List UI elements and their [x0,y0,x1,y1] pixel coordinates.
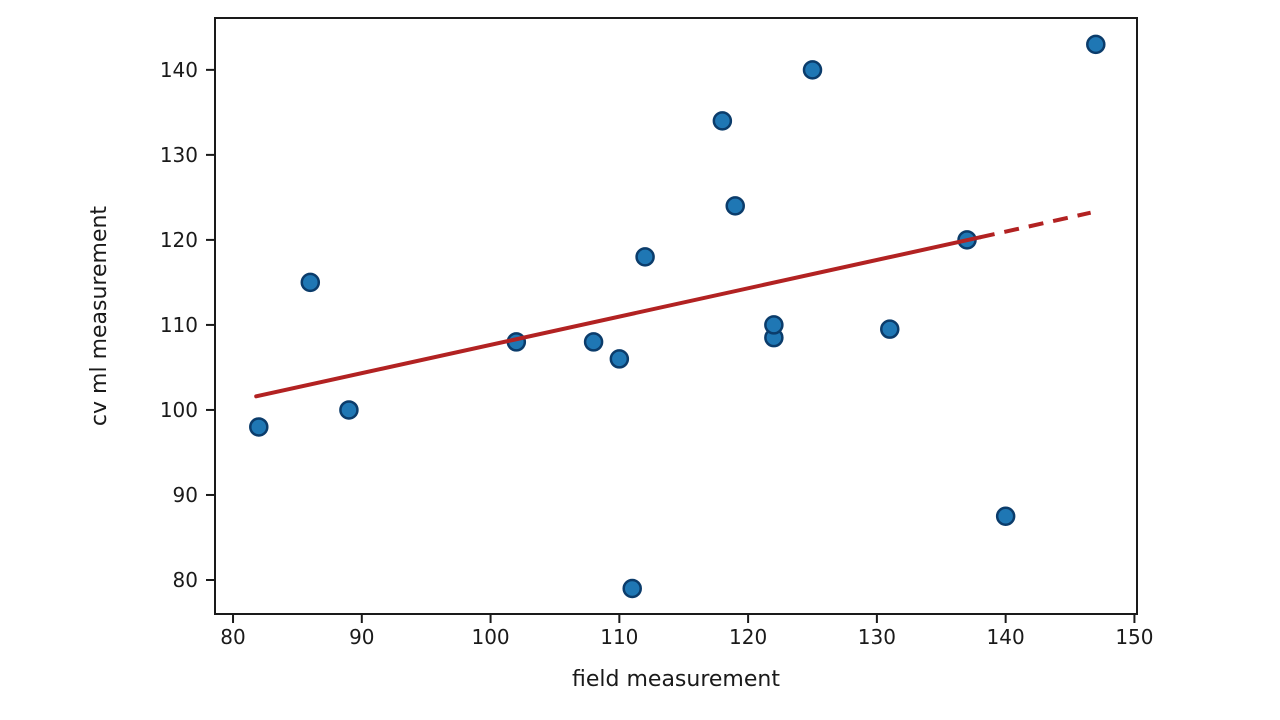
data-point [1086,34,1106,55]
data-point [249,417,269,437]
x-tick-label: 110 [600,625,639,649]
y-axis-label: cv ml measurement [87,205,112,427]
data-point [802,60,823,80]
x-tick-label: 100 [471,625,510,649]
y-tick-label: 110 [159,312,198,337]
data-point [300,272,321,293]
trend-line-dashed [979,210,1092,240]
data-point [725,196,745,216]
data-point [995,506,1016,526]
y-tick-label: 80 [172,567,198,592]
x-tick-label: 140 [986,625,1025,649]
data-point [622,578,642,599]
x-tick-label: 130 [857,625,896,649]
y-tick-label: 90 [172,482,198,507]
y-tick-label: 130 [159,142,198,167]
data-point [609,349,630,369]
data-point [339,400,359,420]
y-tick-label: 140 [159,57,198,82]
data-point [635,247,655,267]
y-tick-label: 100 [159,397,198,422]
y-tick-label: 120 [159,227,198,252]
axes-frame [214,17,1138,615]
x-axis-label: field measurement [572,667,780,692]
x-tick-label: 80 [220,625,246,649]
data-point [583,332,604,352]
x-tick-label: 120 [729,625,768,649]
trend-line-solid [254,235,982,399]
data-point [764,315,784,335]
data-point [880,319,900,339]
x-tick-label: 90 [349,625,375,649]
data-point [712,111,733,131]
x-tick-label: 150 [1115,625,1154,649]
